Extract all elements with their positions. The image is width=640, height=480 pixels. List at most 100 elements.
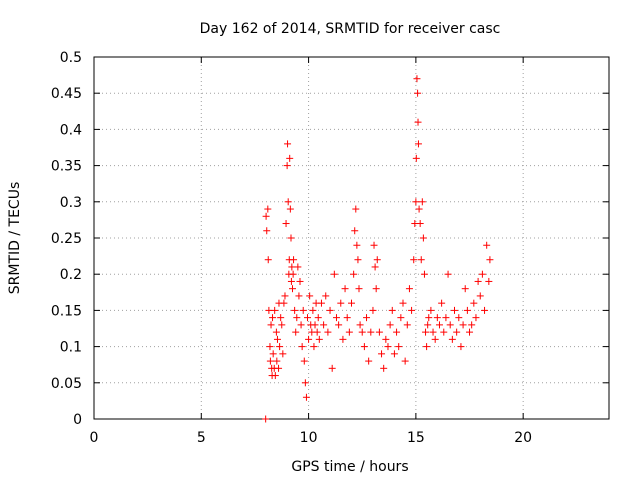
data-point [339,335,347,343]
chart-title: Day 162 of 2014, SRMTID for receiver cas… [200,21,501,37]
plot-border [93,56,610,420]
data-point [413,75,421,83]
data-point [286,205,294,213]
x-tick-label: 15 [407,430,425,446]
data-point [365,357,373,365]
data-point [291,306,299,314]
data-point [315,335,323,343]
data-point [444,270,452,278]
data-point [388,306,396,314]
data-point [373,256,381,264]
data-point [295,292,303,300]
data-point [403,321,411,329]
data-point [425,314,433,322]
x-tick-label: 20 [514,430,532,446]
data-point [399,299,407,307]
grid [94,57,609,419]
data-point [457,343,465,351]
data-point [284,198,292,206]
y-axis-label: SRMTID / TECUs [7,182,23,295]
y-tick-label: 0.45 [51,86,82,102]
data-point [279,350,287,358]
data-point [345,328,353,336]
data-point [412,154,420,162]
data-point [302,393,310,401]
data-point [341,285,349,293]
data-point [455,314,463,322]
data-point [433,314,441,322]
y-tick-label: 0.05 [51,376,82,392]
data-point [297,321,305,329]
data-point [351,227,359,235]
data-point [298,343,306,351]
data-point [264,205,272,213]
data-point [483,241,491,249]
data-point [474,277,482,285]
data-point [275,364,283,372]
data-point [451,306,458,314]
data-point [442,314,450,322]
data-point [309,306,317,314]
data-point [281,292,289,300]
data-point [310,343,318,351]
data-point [266,343,274,351]
data-point [360,343,368,351]
x-tick-label: 10 [300,430,318,446]
data-point [264,256,272,264]
data-point [363,314,371,322]
data-point [355,285,363,293]
data-point [330,270,338,278]
data-point [354,256,362,264]
data-point [390,350,398,358]
data-point [290,256,298,264]
data-point [289,270,297,278]
data-point [356,321,364,329]
data-point [367,328,375,336]
data-point [332,314,340,322]
data-point [313,328,321,336]
y-tick-label: 0.15 [51,303,82,319]
data-point [300,357,308,365]
data-point [288,285,296,293]
data-point [429,328,437,336]
x-tick-label: 0 [90,430,99,446]
data-point [301,379,309,387]
data-point [305,335,313,343]
data-point [435,321,443,329]
data-point [486,256,494,264]
data-point [371,263,379,271]
data-point [485,277,493,285]
y-tick-label: 0.4 [60,122,82,138]
data-point [427,306,435,314]
data-point [286,154,294,162]
y-tick-label: 0.5 [60,50,82,66]
data-point [397,314,405,322]
data-points [262,75,494,423]
data-point [328,364,336,372]
y-tick-label: 0.3 [60,195,82,211]
data-point [280,299,288,307]
x-tick-label: 5 [197,430,206,446]
data-point [358,328,366,336]
data-point [314,314,322,322]
data-point [405,285,413,293]
data-point [271,372,279,380]
data-point [420,270,428,278]
data-point [370,241,378,249]
data-point [424,321,432,329]
data-point [348,299,355,307]
data-point [422,328,430,336]
data-point [322,292,330,300]
data-point [416,220,424,228]
data-point [395,343,403,351]
data-point [423,343,431,351]
data-point [476,292,484,300]
data-point [335,321,343,329]
data-point [382,335,390,343]
data-point [353,241,361,249]
data-point [271,306,279,314]
data-point [262,415,270,423]
data-point [343,314,351,322]
data-point [284,140,292,148]
